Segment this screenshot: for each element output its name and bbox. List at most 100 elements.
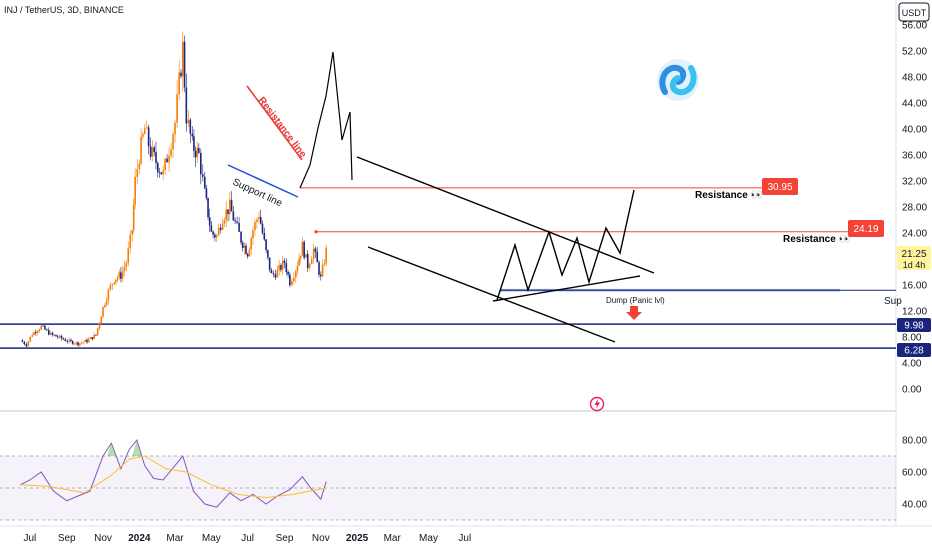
candle-body bbox=[51, 332, 54, 335]
candle-body bbox=[104, 305, 106, 307]
candle-body bbox=[57, 336, 59, 338]
rsi-ma-line bbox=[20, 455, 327, 499]
candle-body bbox=[68, 339, 70, 342]
candle-body bbox=[151, 147, 154, 157]
candle-body bbox=[71, 341, 74, 345]
horizontal-levels bbox=[0, 187, 896, 349]
candle-body bbox=[223, 220, 226, 224]
candle-body bbox=[42, 325, 44, 327]
price-axis[interactable]: 56.00 52.00 48.00 44.00 40.00 36.00 32.00 28.00… bbox=[902, 21, 927, 396]
candle-body bbox=[299, 255, 302, 259]
time-tick-label: 2024 bbox=[128, 533, 151, 544]
price-projection-path[interactable] bbox=[496, 189, 635, 301]
candle-body bbox=[276, 270, 279, 278]
candle-body bbox=[142, 134, 144, 137]
candle-body bbox=[243, 245, 246, 248]
candle-body bbox=[149, 146, 152, 157]
candle-body bbox=[214, 234, 216, 238]
candle-body bbox=[172, 134, 174, 150]
price-tick-label: 44.00 bbox=[902, 99, 927, 110]
candle-body bbox=[321, 264, 324, 277]
candle-body bbox=[79, 343, 81, 346]
price-tick-label: 36.00 bbox=[902, 151, 927, 162]
dump-label: Dump (Panic lvl) bbox=[606, 296, 665, 305]
time-tick-label: Jul bbox=[458, 533, 471, 544]
candle-body bbox=[86, 339, 88, 343]
support-value-badge: 6.28 bbox=[904, 346, 924, 357]
resistance-label: Resistance 👀 bbox=[695, 190, 763, 201]
time-tick-label: Mar bbox=[384, 533, 402, 544]
price-tick-label: 40.00 bbox=[902, 125, 927, 136]
candle-body bbox=[164, 158, 166, 171]
candle-body bbox=[116, 277, 119, 280]
hand-drawn-path[interactable] bbox=[299, 51, 353, 189]
candle-body bbox=[303, 241, 305, 258]
candle-body bbox=[147, 127, 150, 147]
candle-body bbox=[205, 188, 208, 198]
time-axis[interactable]: Jul Sep Nov 2024 Mar May Jul Sep Nov 2025 Mar May Ju… bbox=[23, 533, 471, 544]
candle-body bbox=[105, 300, 108, 306]
candle-body bbox=[261, 223, 264, 234]
resistance-value-badge-bg bbox=[762, 178, 798, 195]
candle-body bbox=[80, 342, 83, 344]
lightning-icon[interactable] bbox=[589, 396, 605, 412]
candle-body bbox=[250, 238, 252, 250]
candle-body bbox=[156, 163, 159, 173]
candle-body bbox=[258, 216, 260, 220]
candle-body bbox=[89, 337, 92, 340]
channel-upper-line[interactable] bbox=[356, 156, 655, 274]
candle-body bbox=[248, 249, 251, 257]
rsi-overbought-fill bbox=[132, 440, 142, 456]
candle-body bbox=[314, 248, 317, 252]
candle-body bbox=[118, 272, 121, 278]
candle-body bbox=[143, 128, 146, 135]
candle-body bbox=[281, 260, 284, 270]
support-trendline[interactable] bbox=[227, 164, 299, 198]
price-tick-label: 48.00 bbox=[902, 73, 927, 84]
candle-body bbox=[33, 332, 35, 335]
candle-body bbox=[113, 282, 116, 285]
candle-body bbox=[298, 258, 300, 266]
currency-badge[interactable]: USDT bbox=[902, 8, 927, 18]
candle-body bbox=[320, 274, 322, 277]
candle-body bbox=[123, 266, 126, 271]
candle-body bbox=[246, 253, 249, 257]
candle-body bbox=[84, 339, 86, 343]
rsi-pane[interactable] bbox=[0, 414, 896, 526]
triangle-lower-line[interactable] bbox=[492, 275, 641, 302]
candle-body bbox=[155, 152, 157, 164]
candle-body bbox=[120, 272, 122, 279]
injective-logo-icon bbox=[657, 59, 699, 101]
candle-body bbox=[82, 342, 85, 343]
candle-body bbox=[93, 334, 95, 340]
symbol-title: INJ / TetherUS, 3D, BINANCE bbox=[4, 5, 124, 15]
candle-body bbox=[293, 277, 295, 282]
candle-body bbox=[162, 170, 164, 175]
candle-body bbox=[280, 265, 282, 270]
candle-body bbox=[232, 211, 235, 221]
channel-lower-line[interactable] bbox=[367, 246, 616, 343]
candle-body bbox=[60, 335, 63, 339]
candle-body bbox=[70, 339, 72, 342]
candle-body bbox=[274, 274, 277, 278]
resistance-trendline[interactable] bbox=[246, 85, 303, 161]
candle-body bbox=[49, 332, 52, 335]
candle-body bbox=[227, 209, 229, 215]
candle-body bbox=[270, 269, 273, 274]
candle-body bbox=[306, 253, 309, 269]
candle-body bbox=[278, 265, 280, 271]
candle-body bbox=[283, 260, 286, 264]
candle-body bbox=[210, 225, 213, 232]
currency-badge-bg[interactable] bbox=[898, 2, 930, 22]
candle-body bbox=[194, 150, 197, 158]
price-tick-label: 24.00 bbox=[902, 229, 927, 240]
candle-body bbox=[29, 336, 32, 342]
candle-body bbox=[100, 316, 103, 323]
time-tick-label: Nov bbox=[94, 533, 112, 544]
candle-body bbox=[287, 271, 289, 275]
candle-body bbox=[115, 279, 117, 283]
candle-body bbox=[38, 329, 41, 332]
main-pane[interactable] bbox=[0, 0, 896, 410]
candle-body bbox=[75, 342, 78, 344]
